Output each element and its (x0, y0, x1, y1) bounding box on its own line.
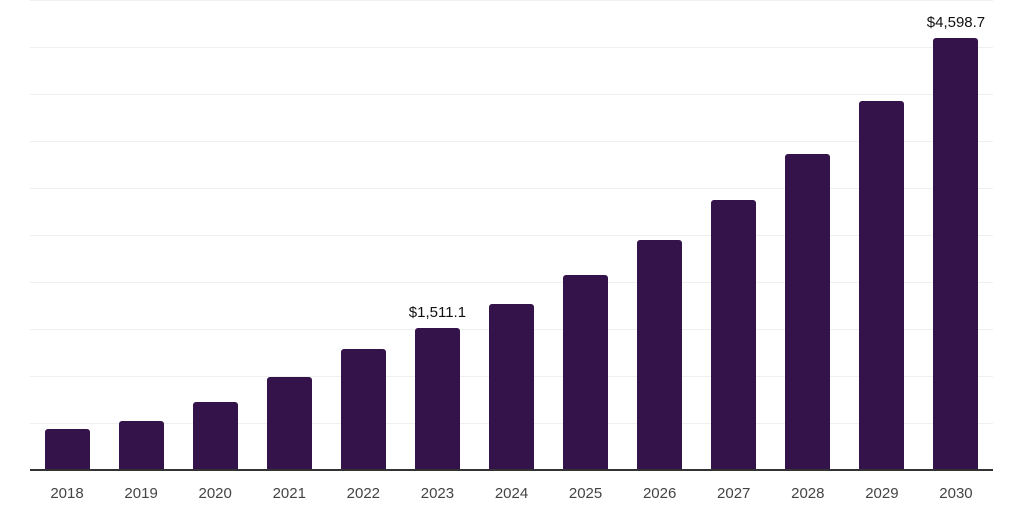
bar-2022 (340, 349, 386, 470)
x-tick-2018: 2018 (50, 485, 84, 502)
gridline-3000 (30, 188, 993, 189)
gridline-3500 (30, 141, 993, 142)
bar-2026 (637, 240, 683, 470)
data-label-2030: $4,598.7 (926, 13, 986, 31)
x-tick-2028: 2028 (791, 485, 825, 502)
gridline-5000 (30, 0, 993, 1)
gridline-4000 (30, 94, 993, 95)
data-label-2023: $1,511.1 (408, 303, 467, 321)
gridline-2000 (30, 282, 993, 283)
x-tick-2026: 2026 (642, 485, 677, 502)
bar-2025 (563, 275, 609, 470)
x-tick-2023: 2023 (420, 485, 455, 502)
bar-2021 (266, 376, 312, 470)
bar-2028 (785, 154, 831, 470)
x-tick-2021: 2021 (272, 485, 306, 502)
bar-2024 (489, 304, 534, 470)
x-tick-2022: 2022 (346, 485, 381, 502)
x-tick-2024: 2024 (494, 485, 529, 502)
x-tick-2020: 2020 (198, 485, 232, 502)
x-tick-2027: 2027 (717, 485, 751, 502)
gridline-4500 (30, 47, 993, 48)
x-tick-2019: 2019 (124, 485, 158, 502)
gridline-2500 (30, 235, 993, 236)
x-tick-2030: 2030 (939, 485, 973, 502)
bar-2020 (192, 402, 238, 470)
bar-2029 (859, 101, 905, 470)
bar-2027 (711, 200, 757, 470)
x-tick-2025: 2025 (568, 485, 603, 502)
bar-2018 (44, 429, 90, 470)
x-tick-2029: 2029 (865, 485, 899, 502)
bar-2023 (414, 327, 460, 470)
bar-2019 (118, 421, 164, 470)
x-axis-line (30, 468, 993, 471)
bar-2030 (933, 37, 979, 470)
